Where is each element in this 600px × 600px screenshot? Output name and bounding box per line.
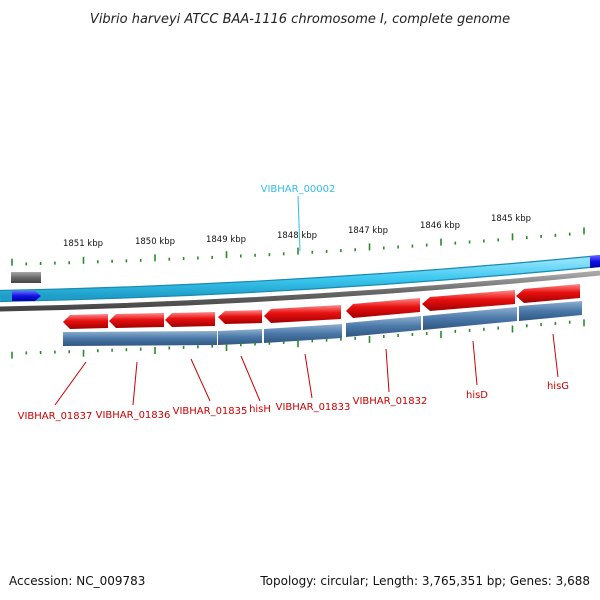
gene-label: VIBHAR_01833: [276, 402, 351, 413]
leader-lines: [54, 195, 559, 406]
gene-label: hisG: [547, 381, 569, 392]
tick-label: 1850 kbp: [135, 237, 175, 247]
gray-feature: [11, 272, 41, 283]
gene-arrow-hisd: [422, 290, 515, 311]
tick-label: 1849 kbp: [206, 235, 246, 245]
topology-stats-text: Topology: circular; Length: 3,765,351 bp…: [260, 574, 590, 588]
gene-label: hisH: [249, 404, 271, 415]
gene-arrow-vibhar-01836: [109, 313, 164, 328]
forward-track-edge: [0, 265, 600, 303]
map-title: Vibrio harveyi ATCC BAA-1116 chromosome …: [90, 12, 510, 27]
gene-label: VIBHAR_01835: [173, 406, 248, 417]
reverse-track: [63, 301, 582, 346]
tick-label: 1848 kbp: [277, 231, 317, 241]
tick-label: 1845 kbp: [491, 214, 531, 224]
gene-label: VIBHAR_01832: [353, 396, 428, 407]
gene-arrow-hisg: [516, 284, 580, 303]
tick-label: 1846 kbp: [420, 221, 460, 231]
gene-arrow-vibhar-01837: [63, 314, 108, 329]
scale-ticks-upper: [11, 227, 585, 266]
leader-line: [54, 361, 87, 406]
leader-line: [297, 195, 301, 252]
gene-arrow-vibhar-01835: [165, 312, 215, 327]
leader-line: [190, 358, 211, 402]
gene-label: VIBHAR_01837: [18, 411, 93, 422]
gene-arrow-vibhar-01833: [264, 305, 341, 323]
leader-line: [132, 361, 138, 406]
scale-labels: 1851 kbp 1850 kbp 1849 kbp 1848 kbp 1847…: [63, 214, 531, 249]
gene-label: VIBHAR_01836: [96, 410, 171, 421]
reverse-genes: [63, 284, 580, 329]
scale-ticks-lower: [11, 319, 585, 359]
leader-line: [552, 333, 559, 378]
gene-label: hisD: [466, 390, 488, 401]
leader-line: [240, 355, 261, 402]
leader-line: [304, 353, 313, 399]
forward-track-edge: [0, 254, 600, 292]
tick-label: 1851 kbp: [63, 239, 103, 249]
accession-text: Accession: NC_009783: [9, 574, 146, 588]
leader-line: [385, 348, 390, 393]
backbone-line: [0, 270, 600, 312]
forward-gene-right: [590, 255, 600, 268]
forward-gene-left: [12, 291, 41, 301]
tick-label: 1847 kbp: [348, 226, 388, 236]
gene-label: VIBHAR_00002: [261, 184, 336, 195]
forward-track: [0, 255, 600, 302]
gene-labels: VIBHAR_00002 VIBHAR_01837 VIBHAR_01836 V…: [18, 184, 569, 422]
gene-arrow-vibhar-01832: [346, 298, 420, 318]
leader-line: [472, 340, 478, 386]
gene-arrow-hish: [218, 310, 262, 324]
